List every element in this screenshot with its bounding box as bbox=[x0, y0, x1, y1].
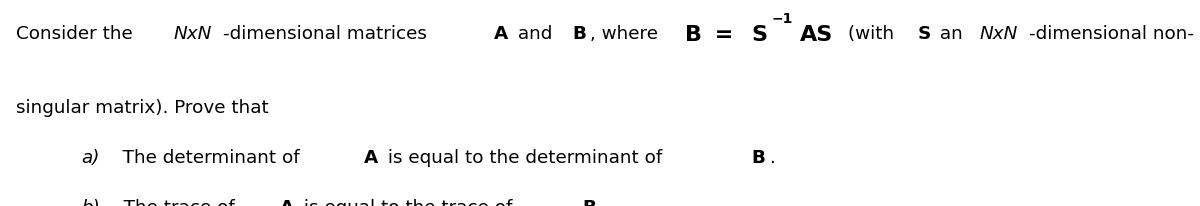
Text: =: = bbox=[707, 25, 742, 45]
Text: .: . bbox=[600, 198, 606, 206]
Text: AS: AS bbox=[799, 25, 833, 45]
Text: singular matrix). Prove that: singular matrix). Prove that bbox=[16, 99, 269, 117]
Text: .: . bbox=[769, 148, 775, 166]
Text: S: S bbox=[917, 25, 930, 43]
Text: is equal to the trace of: is equal to the trace of bbox=[298, 198, 518, 206]
Text: −1: −1 bbox=[772, 12, 793, 26]
Text: Consider the: Consider the bbox=[16, 25, 138, 43]
Text: -dimensional matrices: -dimensional matrices bbox=[223, 25, 433, 43]
Text: B: B bbox=[751, 148, 766, 166]
Text: The determinant of: The determinant of bbox=[106, 148, 306, 166]
Text: and: and bbox=[512, 25, 559, 43]
Text: B: B bbox=[572, 25, 586, 43]
Text: -dimensional non-: -dimensional non- bbox=[1028, 25, 1194, 43]
Text: The trace of: The trace of bbox=[106, 198, 240, 206]
Text: B: B bbox=[685, 25, 702, 45]
Text: B: B bbox=[582, 198, 596, 206]
Text: (with: (with bbox=[842, 25, 900, 43]
Text: b): b) bbox=[82, 198, 101, 206]
Text: A: A bbox=[494, 25, 509, 43]
Text: NxN: NxN bbox=[979, 25, 1018, 43]
Text: S: S bbox=[751, 25, 767, 45]
Text: a): a) bbox=[82, 148, 100, 166]
Text: NxN: NxN bbox=[174, 25, 212, 43]
Text: , where: , where bbox=[590, 25, 664, 43]
Text: A: A bbox=[280, 198, 294, 206]
Text: an: an bbox=[935, 25, 970, 43]
Text: A: A bbox=[364, 148, 378, 166]
Text: is equal to the determinant of: is equal to the determinant of bbox=[383, 148, 668, 166]
